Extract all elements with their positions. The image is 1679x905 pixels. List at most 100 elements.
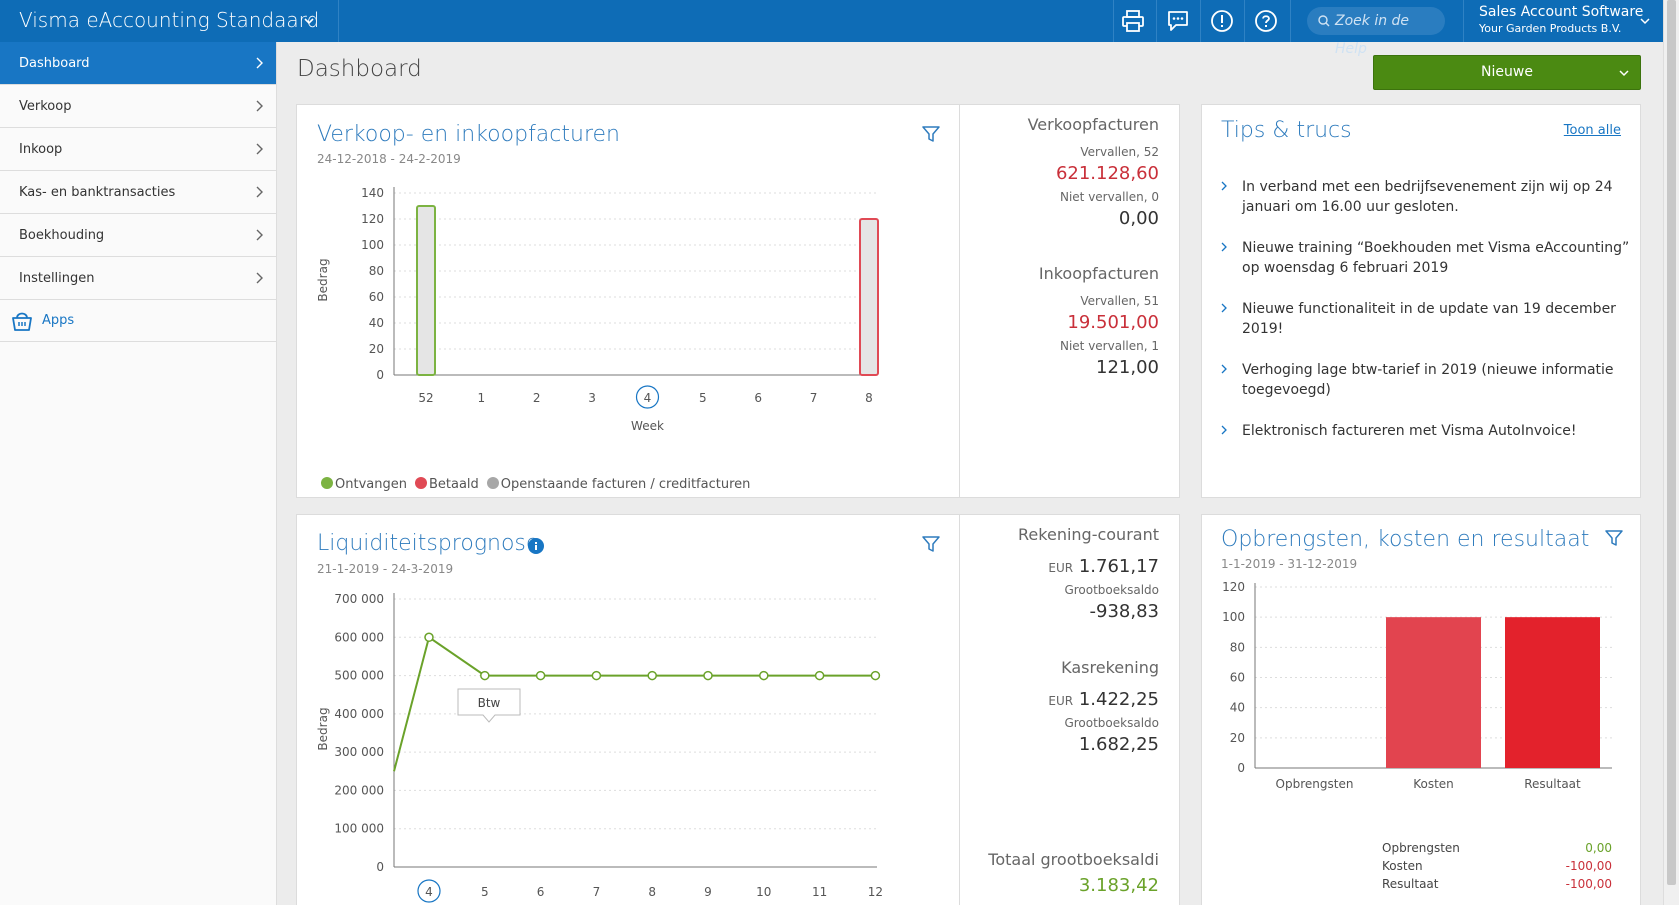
y-tick-label: 500 000 — [334, 669, 384, 683]
invoices-legend: Ontvangen Betaald Openstaande facturen /… — [321, 477, 750, 492]
bar — [1386, 617, 1481, 768]
legend-item-betaald[interactable]: Betaald — [414, 477, 479, 492]
x-tick-label: 4 — [644, 391, 652, 405]
ledger-label: Grootboeksaldo — [1064, 716, 1159, 730]
info-icon[interactable] — [528, 538, 544, 554]
chevron-right-icon — [1221, 181, 1227, 191]
tip-item[interactable]: Elektronisch factureren met Visma AutoIn… — [1242, 423, 1577, 439]
results-title: Opbrengsten, kosten en resultaat — [1221, 527, 1590, 552]
total-label: Totaal grootboeksaldi — [988, 850, 1159, 869]
results-chart: 0 20 40 60 80 100 120 Opbrengsten Kosten Resultaa… — [1222, 580, 1612, 791]
chevron-right-icon — [1221, 425, 1227, 435]
bar — [416, 205, 436, 376]
y-tick-label: 80 — [1230, 640, 1245, 654]
chevron-down-icon[interactable] — [1639, 15, 1651, 27]
legend-item-openstaand[interactable]: Openstaande facturen / creditfacturen — [486, 477, 750, 492]
y-tick-label: 140 — [361, 186, 384, 200]
sidebar-item-instellingen[interactable]: Instellingen — [0, 257, 276, 300]
y-tick-label: 20 — [1230, 731, 1245, 745]
purchase-overdue-amount[interactable]: 19.501,00 — [1067, 312, 1159, 333]
y-tick-label: 40 — [369, 316, 384, 330]
current-account-amount[interactable]: EUR 1.761,17 — [1048, 556, 1159, 577]
x-tick-label: 12 — [868, 885, 883, 899]
search-icon — [1318, 15, 1330, 27]
liquidity-title: Liquiditeitsprognose — [317, 531, 540, 556]
chevron-right-icon — [256, 143, 263, 155]
scrollbar[interactable] — [1663, 0, 1679, 905]
sidebar-item-apps[interactable]: Apps — [0, 300, 276, 342]
total-amount[interactable]: 3.183,42 — [1078, 875, 1159, 896]
x-tick-label: 7 — [810, 391, 818, 405]
cash-amount[interactable]: EUR 1.422,25 — [1048, 689, 1159, 710]
print-icon[interactable] — [1118, 6, 1148, 36]
results-range: 1-1-2019 - 31-12-2019 — [1221, 557, 1358, 571]
divider — [1244, 0, 1245, 42]
account-menu[interactable]: Sales Account Software Your Garden Produ… — [1479, 4, 1643, 35]
filter-icon[interactable] — [921, 124, 941, 144]
chat-icon[interactable] — [1163, 6, 1193, 36]
chevron-right-icon — [1221, 303, 1227, 313]
filter-icon[interactable] — [921, 534, 941, 554]
sidebar-item-inkoop[interactable]: Inkoop — [0, 128, 276, 171]
bar — [1505, 617, 1600, 768]
divider — [1156, 0, 1157, 42]
purchase-not-overdue-amount[interactable]: 121,00 — [1096, 357, 1159, 378]
sidebar-item-dashboard[interactable]: Dashboard — [0, 42, 276, 85]
x-axis-label: Week — [631, 419, 664, 433]
page-title: Dashboard — [297, 56, 422, 82]
ledger-label: Grootboeksaldo — [1064, 583, 1159, 597]
chevron-right-icon — [1221, 364, 1227, 374]
data-point — [870, 670, 881, 681]
show-all-link[interactable]: Toon alle — [1563, 123, 1621, 138]
legend-item-ontvangen[interactable]: Ontvangen — [321, 477, 407, 492]
current-ledger-amount[interactable]: -938,83 — [1089, 601, 1159, 622]
sales-overdue-amount[interactable]: 621.128,60 — [1055, 163, 1159, 184]
sidebar-item-kas-bank[interactable]: Kas- en banktransacties — [0, 171, 276, 214]
data-point — [424, 632, 434, 643]
chevron-right-icon — [1221, 242, 1227, 252]
new-button[interactable]: Nieuwe — [1373, 55, 1641, 90]
sidebar-item-boekhouding[interactable]: Boekhouding — [0, 214, 276, 257]
sidebar-item-label: Kas- en banktransacties — [19, 185, 176, 200]
y-tick-label: 100 000 — [334, 822, 384, 836]
basket-icon — [12, 312, 32, 331]
scrollbar-thumb[interactable] — [1667, 0, 1676, 885]
x-tick-label: 2 — [533, 391, 541, 405]
x-tick-label: 6 — [754, 391, 762, 405]
y-tick-label: 40 — [1230, 701, 1245, 715]
x-tick-label: 9 — [704, 885, 712, 899]
new-button-label: Nieuwe — [1481, 64, 1533, 80]
account-name: Sales Account Software — [1479, 4, 1644, 20]
summary-row-revenue: Opbrengsten 0,00 — [1382, 841, 1612, 855]
chevron-down-icon[interactable] — [302, 14, 316, 28]
data-point — [703, 670, 713, 681]
help-icon[interactable] — [1251, 6, 1281, 36]
sales-label: Verkoopfacturen — [1027, 115, 1159, 134]
tip-item[interactable]: Nieuwe training “Boekhouden met Visma eA… — [1242, 240, 1630, 276]
divider — [959, 515, 960, 905]
sidebar-item-label: Apps — [42, 313, 75, 328]
chevron-down-icon — [1619, 70, 1629, 77]
filter-icon[interactable] — [1604, 528, 1624, 548]
sales-not-overdue-amount[interactable]: 0,00 — [1118, 208, 1159, 229]
y-tick-label: 300 000 — [334, 745, 384, 759]
sidebar: Dashboard Verkoop Inkoop Kas- en banktra… — [0, 42, 277, 905]
tip-item[interactable]: Nieuwe functionaliteit in de update van … — [1242, 301, 1616, 337]
tip-item[interactable]: Verhoging lage btw-tarief in 2019 (nieuw… — [1242, 362, 1614, 398]
cash-ledger-amount[interactable]: 1.682,25 — [1078, 734, 1159, 755]
tips-title: Tips & trucs — [1221, 118, 1352, 143]
divider — [959, 105, 960, 497]
tip-item[interactable]: In verband met een bedrijfsevenement zij… — [1242, 179, 1613, 215]
data-point — [814, 670, 825, 681]
sidebar-item-verkoop[interactable]: Verkoop — [0, 85, 276, 128]
x-tick-label: 5 — [481, 885, 489, 899]
y-tick-label: 0 — [376, 860, 384, 874]
y-tick-label: 200 000 — [334, 783, 384, 797]
x-tick-label: 52 — [418, 391, 433, 405]
y-tick-label: 60 — [1230, 671, 1245, 685]
data-point — [535, 670, 546, 681]
tips-card: Tips & trucs Toon alle In verband met ee… — [1201, 104, 1641, 498]
help-search-input[interactable]: Zoek in de Help — [1307, 7, 1445, 57]
y-axis-label: Bedrag — [316, 258, 330, 301]
alert-icon[interactable] — [1207, 6, 1237, 36]
